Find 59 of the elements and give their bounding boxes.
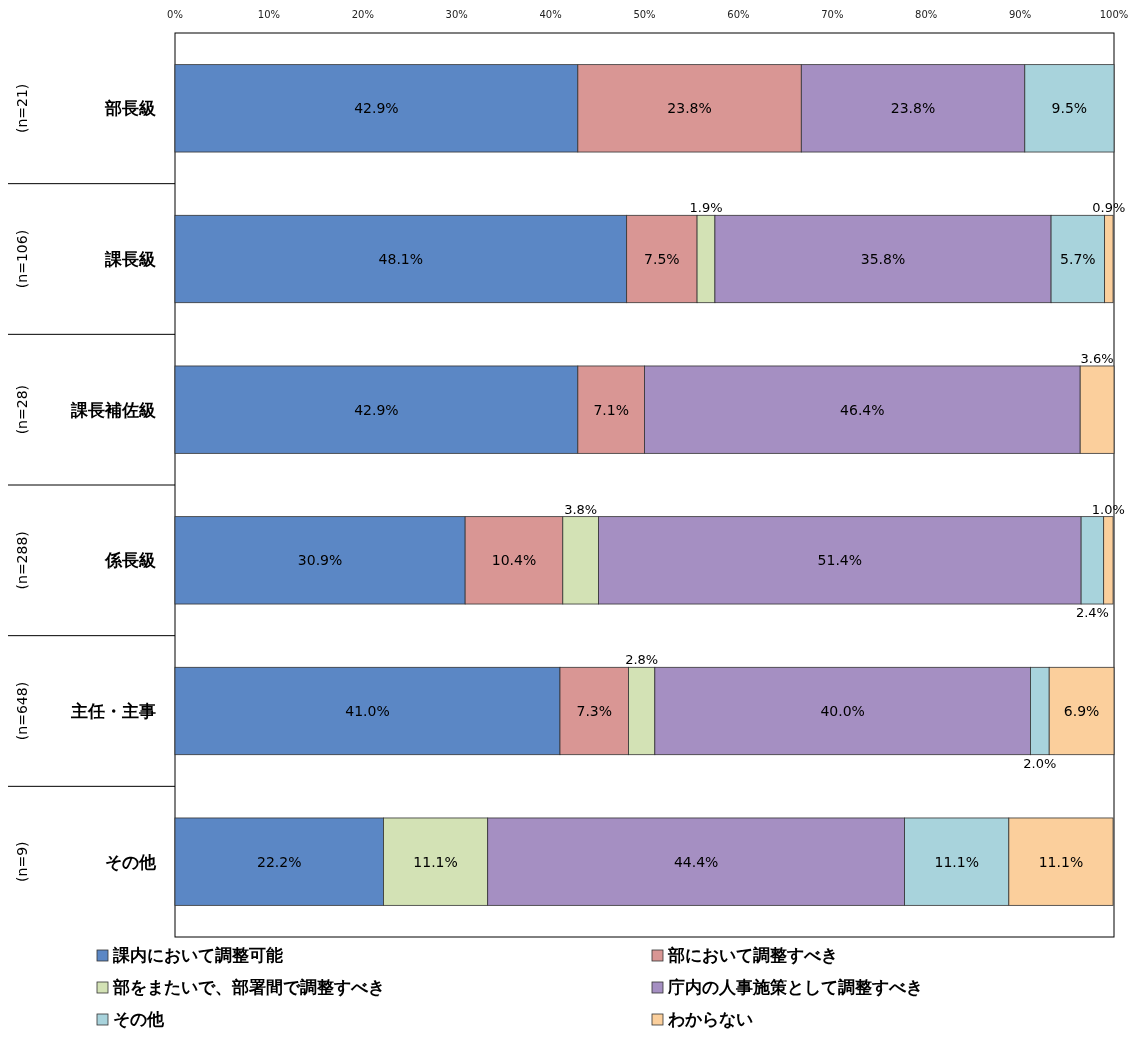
x-tick-label: 0% [167,9,183,20]
data-label: 30.9% [297,552,343,569]
data-label: 42.9% [354,401,399,418]
data-label: 2.4% [1075,605,1109,621]
data-label: 48.1% [378,251,424,267]
data-label: 51.4% [817,552,863,569]
legend-label: 部をまたいで、部署間で調整すべき [112,977,385,997]
data-label: 7.3% [576,703,613,719]
y-tick-label: その他 [105,851,157,872]
x-tick-label: 70% [821,9,844,20]
x-tick-label: 60% [727,9,750,20]
legend-label: 課内において調整可能 [112,945,283,965]
data-label: 2.0% [1023,755,1057,771]
data-label: 44.4% [673,853,719,870]
text: (n=21) [14,83,30,134]
y-tick-label: 部長級 [104,98,156,119]
data-label: 46.4% [840,401,885,418]
data-label: 35.8% [860,251,906,267]
data-label: 3.6% [1080,350,1114,366]
legend-label: わからない [667,1009,753,1029]
data-label: 0.9% [1092,200,1126,216]
data-label: 40.0% [820,703,865,719]
x-tick-label: 30% [445,9,468,20]
data-label: 1.9% [689,200,723,216]
x-tick-label: 80% [915,9,938,20]
data-label: 6.9% [1063,703,1100,719]
text: (n=288) [14,531,30,590]
legend-label: 部において調整すべき [667,945,838,965]
data-label: 10.4% [491,552,537,569]
y-tick-label: 係長級 [104,550,156,571]
x-tick-label: 50% [633,9,656,20]
text: (n=9) [14,841,30,882]
data-label: 22.2% [256,853,302,870]
x-tick-label: 10% [257,9,281,20]
data-label: 7.1% [593,401,629,418]
x-tick-label: 100% [1099,9,1129,20]
data-label: 11.1% [934,853,979,870]
x-tick-label: 20% [351,9,374,20]
data-label: 41.0% [345,703,390,719]
y-tick-label: 課長補佐級 [70,399,156,420]
data-label: 42.9% [354,100,399,117]
y-tick-label: 課長級 [104,249,156,269]
data-label: 7.5% [644,251,680,267]
legend-label: 庁内の人事施策として調整すべき [667,977,923,997]
x-tick-label: 90% [1008,9,1032,20]
data-label: 3.8% [564,501,598,517]
data-label: 1.0% [1091,501,1125,517]
data-label: 5.7% [1060,251,1096,267]
data-label: 2.8% [625,652,659,668]
text: (n=28) [14,384,30,435]
x-tick-label: 40% [539,9,562,20]
data-label: 11.1% [1038,853,1084,870]
data-label: 11.1% [413,853,458,870]
y-tick-label: 主任・主事 [70,701,156,721]
data-label: 23.8% [667,100,712,117]
data-label: 9.5% [1051,100,1088,117]
data-label: 23.8% [890,100,936,117]
text: (n=106) [14,229,30,289]
text: (n=648) [14,681,30,741]
